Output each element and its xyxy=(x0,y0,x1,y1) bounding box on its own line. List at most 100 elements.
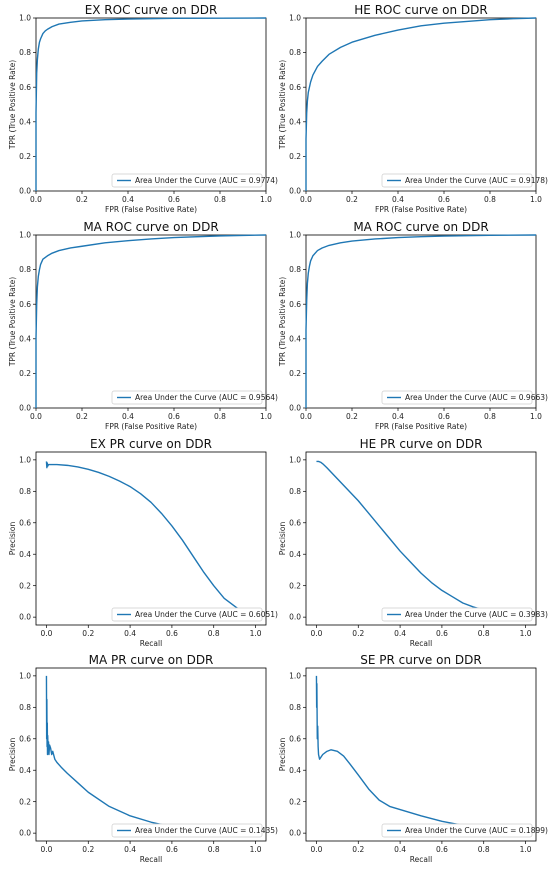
y-tick-label: 0.8 xyxy=(19,703,31,712)
x-tick-label: 0.0 xyxy=(30,412,42,421)
legend-label: Area Under the Curve (AUC = 0.9178) xyxy=(405,176,548,185)
legend-label: Area Under the Curve (AUC = 0.6051) xyxy=(135,610,278,619)
plot-frame xyxy=(35,17,267,192)
legend-box xyxy=(111,173,263,188)
series-line-1 xyxy=(315,675,505,831)
legend: Area Under the Curve (AUC = 0.1435) xyxy=(111,823,278,838)
chart-panel-8: SE PR curve on DDR 0.0 0.2 0.4 0.6 0.8 1.0 0.0 0… xyxy=(278,653,548,864)
x-tick-label: 0.0 xyxy=(300,195,312,204)
y-tick-label: 0.4 xyxy=(19,766,31,775)
plot-frame xyxy=(35,667,267,842)
series-line-1 xyxy=(45,675,183,830)
x-axis-label: FPR (False Positive Rate) xyxy=(105,422,197,431)
y-tick-label: 0.4 xyxy=(289,550,301,559)
y-tick-label: 0.4 xyxy=(289,334,301,343)
y-tick-label: 0.0 xyxy=(19,613,31,622)
legend: Area Under the Curve (AUC = 0.9564) xyxy=(111,390,278,405)
x-tick-label: 0.6 xyxy=(168,195,180,204)
legend: Area Under the Curve (AUC = 0.9774) xyxy=(111,173,278,188)
chart-panel-3: MA ROC curve on DDR 0.0 0.2 0.4 0.6 0.8 1.0 0.0… xyxy=(8,220,278,431)
y-tick-label: 0.6 xyxy=(19,300,31,309)
x-axis-label: Recall xyxy=(410,855,432,864)
y-tick-label: 0.8 xyxy=(19,48,31,57)
y-tick-label: 0.6 xyxy=(289,83,301,92)
plot-frame xyxy=(305,17,537,192)
x-tick-label: 0.6 xyxy=(438,412,450,421)
y-axis-label: TPR (True Positive Rate) xyxy=(8,60,17,150)
x-tick-label: 0.2 xyxy=(346,412,358,421)
x-tick-label: 0.6 xyxy=(436,845,448,854)
series-line-1 xyxy=(35,234,267,408)
plot-frame xyxy=(305,667,537,842)
chart-title: HE ROC curve on DDR xyxy=(354,3,487,17)
y-tick-label: 0.2 xyxy=(19,581,31,590)
chart-panel-7: MA PR curve on DDR 0.0 0.2 0.4 0.6 0.8 1.0 0.0 0… xyxy=(8,653,278,864)
y-tick-label: 0.0 xyxy=(19,404,31,413)
y-tick-label: 0.4 xyxy=(19,550,31,559)
x-tick-label: 0.8 xyxy=(484,412,496,421)
y-tick-label: 0.2 xyxy=(19,369,31,378)
y-tick-label: 0.8 xyxy=(19,487,31,496)
x-tick-label: 0.0 xyxy=(40,845,52,854)
chart-title: MA ROC curve on DDR xyxy=(83,220,218,234)
x-tick-label: 0.4 xyxy=(392,412,404,421)
y-tick-label: 0.4 xyxy=(289,766,301,775)
legend-label: Area Under the Curve (AUC = 0.9774) xyxy=(135,176,278,185)
series-line-1 xyxy=(305,17,537,191)
y-tick-label: 0.0 xyxy=(19,829,31,838)
y-tick-label: 1.0 xyxy=(289,14,301,23)
x-tick-label: 0.8 xyxy=(208,845,220,854)
plot-frame xyxy=(305,234,537,409)
y-tick-label: 0.2 xyxy=(19,797,31,806)
y-tick-label: 0.6 xyxy=(19,518,31,527)
x-tick-label: 0.6 xyxy=(438,195,450,204)
legend-box xyxy=(111,390,263,405)
y-tick-label: 1.0 xyxy=(19,455,31,464)
x-tick-label: 0.6 xyxy=(436,629,448,638)
x-tick-label: 0.2 xyxy=(352,629,364,638)
x-tick-label: 0.8 xyxy=(478,845,490,854)
y-tick-label: 1.0 xyxy=(19,14,31,23)
y-axis-label: TPR (True Positive Rate) xyxy=(8,277,17,367)
x-tick-label: 1.0 xyxy=(520,845,532,854)
x-tick-label: 0.0 xyxy=(30,195,42,204)
x-axis-label: FPR (False Positive Rate) xyxy=(105,205,197,214)
legend-label: Area Under the Curve (AUC = 0.3983) xyxy=(405,610,548,619)
x-tick-label: 0.6 xyxy=(166,845,178,854)
x-tick-label: 0.8 xyxy=(214,195,226,204)
x-tick-label: 0.8 xyxy=(214,412,226,421)
legend: Area Under the Curve (AUC = 0.1899) xyxy=(381,823,548,838)
plot-frame xyxy=(35,234,267,409)
chart-panel-2: HE ROC curve on DDR 0.0 0.2 0.4 0.6 0.8 1.0 0.0… xyxy=(278,3,548,214)
y-tick-label: 0.0 xyxy=(289,613,301,622)
x-tick-label: 0.4 xyxy=(122,412,134,421)
plot-frame xyxy=(305,451,537,626)
x-tick-label: 0.6 xyxy=(168,412,180,421)
x-tick-label: 0.4 xyxy=(394,845,406,854)
x-tick-label: 0.0 xyxy=(310,845,322,854)
legend: Area Under the Curve (AUC = 0.9663) xyxy=(381,390,548,405)
y-axis-label: TPR (True Positive Rate) xyxy=(278,60,287,150)
legend-box xyxy=(381,823,533,838)
legend-label: Area Under the Curve (AUC = 0.1435) xyxy=(135,826,278,835)
y-tick-label: 0.6 xyxy=(19,83,31,92)
y-tick-label: 0.6 xyxy=(19,734,31,743)
chart-panel-6: HE PR curve on DDR 0.0 0.2 0.4 0.6 0.8 1.0 0.0 0… xyxy=(278,437,548,648)
x-tick-label: 1.0 xyxy=(260,195,272,204)
legend-box xyxy=(111,607,263,622)
x-axis-label: Recall xyxy=(410,639,432,648)
x-tick-label: 0.4 xyxy=(124,845,136,854)
x-tick-label: 0.4 xyxy=(394,629,406,638)
x-tick-label: 1.0 xyxy=(250,629,262,638)
legend-box xyxy=(381,173,533,188)
chart-title: MA ROC curve on DDR xyxy=(353,220,488,234)
y-tick-label: 0.4 xyxy=(19,117,31,126)
y-axis-label: Precision xyxy=(8,738,17,772)
legend-box xyxy=(381,607,533,622)
legend-box xyxy=(111,823,263,838)
x-axis-label: FPR (False Positive Rate) xyxy=(375,422,467,431)
chart-panel-5: EX PR curve on DDR 0.0 0.2 0.4 0.6 0.8 1.0 0.0 0… xyxy=(8,437,278,648)
y-tick-label: 0.4 xyxy=(289,117,301,126)
x-axis-label: FPR (False Positive Rate) xyxy=(375,205,467,214)
x-tick-label: 1.0 xyxy=(530,412,542,421)
